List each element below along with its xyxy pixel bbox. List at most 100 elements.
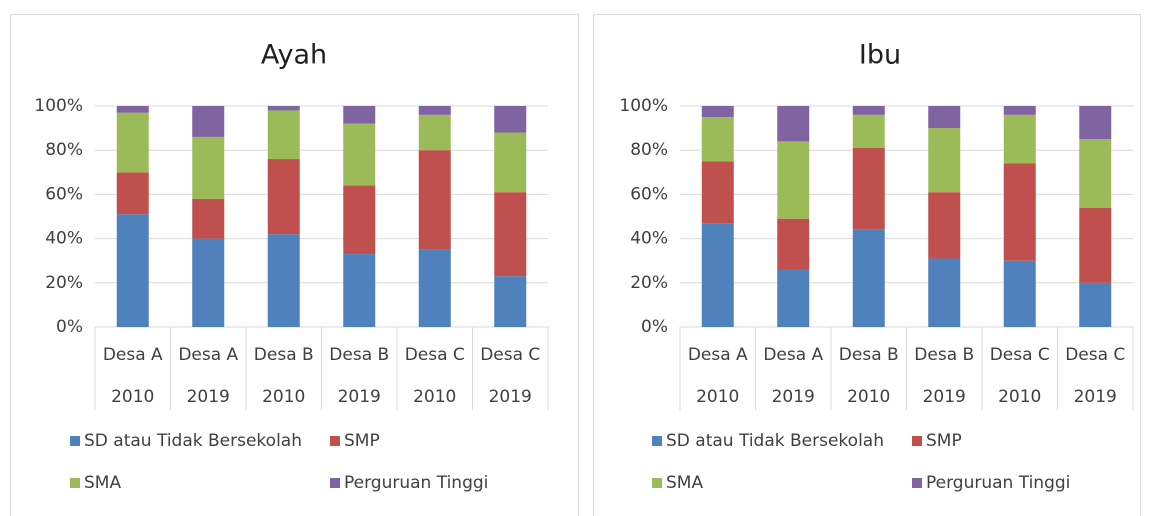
bar-segment (852, 106, 885, 115)
legend-label: SMP (926, 431, 962, 451)
legend-swatch (330, 478, 340, 488)
y-tick-label: 20% (630, 273, 668, 293)
x-tick-label: Desa C (1065, 345, 1125, 365)
legend-swatch (70, 478, 80, 488)
bar-segment (418, 114, 451, 151)
x-tick-label: Desa B (914, 345, 974, 365)
bar-segment (1003, 114, 1036, 164)
bar-segment (343, 106, 376, 124)
bar-segment (267, 106, 300, 111)
bar-segment (928, 128, 961, 193)
y-tick-label: 60% (630, 184, 668, 204)
x-tick-label: 2019 (1074, 387, 1117, 407)
legend-label: Perguruan Tinggi (926, 473, 1070, 493)
bar-segment (777, 218, 810, 270)
y-tick-label: 80% (45, 140, 83, 160)
x-tick-label: 2019 (772, 387, 815, 407)
bar-segment (928, 192, 961, 259)
bar-segment (852, 147, 885, 230)
legend-label: SMA (666, 473, 703, 493)
x-tick-label: 2010 (998, 387, 1041, 407)
bar-segment (1079, 106, 1112, 140)
x-tick-label: Desa B (254, 345, 314, 365)
bar-segment (418, 106, 451, 115)
legend-swatch (912, 436, 922, 446)
x-tick-label: 2010 (696, 387, 739, 407)
bar-segment (267, 234, 300, 327)
bar-segment (1079, 139, 1112, 208)
bar-segment (1079, 207, 1112, 283)
bar-segment (116, 112, 149, 173)
legend-swatch (330, 436, 340, 446)
bar-segment (494, 106, 527, 133)
bar-segment (192, 198, 225, 239)
x-tick-label: 2019 (338, 387, 381, 407)
bar-segment (494, 192, 527, 277)
x-tick-label: Desa C (405, 345, 465, 365)
x-tick-label: Desa C (990, 345, 1050, 365)
bar-segment (494, 276, 527, 327)
bar-segment (418, 249, 451, 327)
bar-segment (777, 141, 810, 219)
x-tick-label: 2019 (489, 387, 532, 407)
bar-segment (777, 106, 810, 142)
legend-swatch (70, 436, 80, 446)
bar-segment (267, 110, 300, 160)
x-tick-label: Desa A (688, 345, 748, 365)
legend-label: SMP (344, 431, 380, 451)
panel-frame (10, 14, 579, 516)
bar-segment (192, 238, 225, 327)
y-tick-label: 20% (45, 273, 83, 293)
bar-segment (701, 161, 734, 224)
bar-segment (116, 106, 149, 113)
bar-segment (852, 114, 885, 148)
bar-segment (343, 254, 376, 327)
bar-segment (701, 223, 734, 327)
y-tick-label: 100% (34, 96, 83, 116)
bar-segment (928, 106, 961, 129)
y-tick-label: 40% (45, 229, 83, 249)
legend-swatch (912, 478, 922, 488)
bar-segment (701, 106, 734, 118)
legend-label: SD atau Tidak Bersekolah (666, 431, 884, 451)
x-tick-label: 2010 (847, 387, 890, 407)
y-tick-label: 60% (45, 184, 83, 204)
legend-label: SMA (84, 473, 121, 493)
bar-segment (777, 269, 810, 327)
bar-segment (267, 159, 300, 235)
chart-title: Ibu (859, 40, 901, 71)
bar-segment (116, 172, 149, 215)
x-tick-label: Desa A (103, 345, 163, 365)
x-tick-label: Desa A (763, 345, 823, 365)
x-tick-label: Desa A (178, 345, 238, 365)
bar-segment (192, 106, 225, 137)
legend-swatch (652, 478, 662, 488)
bar-segment (418, 150, 451, 250)
bar-segment (1079, 282, 1112, 327)
y-tick-label: 0% (641, 317, 668, 337)
bar-segment (343, 185, 376, 255)
x-tick-label: 2010 (111, 387, 154, 407)
y-tick-label: 80% (630, 140, 668, 160)
panel-frame (593, 14, 1141, 516)
x-tick-label: Desa B (839, 345, 899, 365)
y-tick-label: 0% (56, 317, 83, 337)
bar-segment (192, 136, 225, 199)
bar-segment (1003, 260, 1036, 327)
x-tick-label: Desa B (329, 345, 389, 365)
x-tick-label: 2010 (413, 387, 456, 407)
legend-label: SD atau Tidak Bersekolah (84, 431, 302, 451)
bar-segment (928, 258, 961, 327)
chart-title: Ayah (261, 40, 327, 71)
x-tick-label: 2019 (923, 387, 966, 407)
y-tick-label: 100% (619, 96, 668, 116)
x-tick-label: 2019 (187, 387, 230, 407)
legend-label: Perguruan Tinggi (344, 473, 488, 493)
bar-segment (116, 214, 149, 327)
legend-swatch (652, 436, 662, 446)
bar-segment (1003, 106, 1036, 115)
bar-segment (1003, 163, 1036, 261)
y-tick-label: 40% (630, 229, 668, 249)
bar-segment (701, 117, 734, 162)
